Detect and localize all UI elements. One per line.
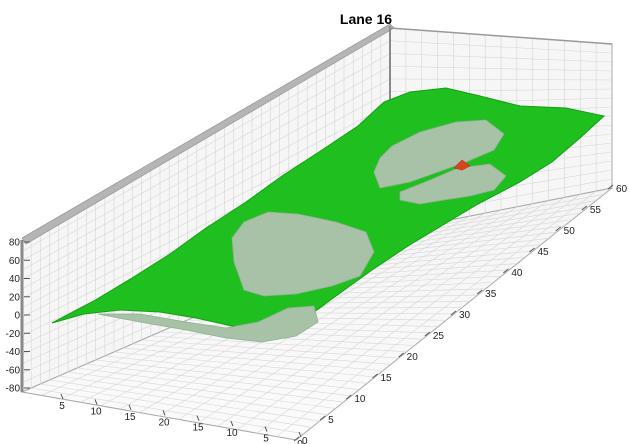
y-tick <box>398 352 404 358</box>
grid-line <box>389 40 613 54</box>
y-tick <box>581 205 588 211</box>
x-tick <box>298 431 302 438</box>
y-tick-label: 15 <box>381 373 393 384</box>
y-tick <box>607 184 614 190</box>
x-tick-label: 10 <box>90 406 102 417</box>
grid-line <box>178 206 518 420</box>
y-tick-label: 30 <box>459 310 471 321</box>
x-tick <box>196 415 200 421</box>
x-tick <box>94 399 98 405</box>
x-tick <box>264 426 268 432</box>
y-tick <box>529 247 535 253</box>
x-tick <box>128 404 132 411</box>
y-tick-label: 40 <box>511 268 523 279</box>
y-tick <box>503 268 509 274</box>
grid-line <box>158 209 502 417</box>
x-axis: 5 10 15 20 15 10 5 0 <box>59 393 303 444</box>
grid-line <box>21 91 391 290</box>
y-tick-label: 0 <box>302 436 308 444</box>
x-tick-label: 5 <box>59 401 65 412</box>
z-tick-label: 80 <box>9 238 21 249</box>
y-tick-label: 55 <box>590 205 602 216</box>
z-tick-label: -40 <box>6 347 21 358</box>
x-tick <box>230 420 234 427</box>
grid-line <box>21 53 391 262</box>
x-tick-label: 20 <box>158 417 170 428</box>
z-tick-label: -60 <box>6 365 21 376</box>
grid-line <box>256 194 581 434</box>
side-wall-top-edge <box>389 27 613 45</box>
grid-line <box>21 40 391 252</box>
x-tick <box>60 393 64 400</box>
y-tick-label: 50 <box>564 226 576 237</box>
z-axis: -80 -60 -40 -20 0 20 40 60 80 <box>6 238 30 395</box>
grid-line <box>389 65 613 72</box>
surface-hole-upper <box>373 119 505 189</box>
z-tick-label: -20 <box>6 329 21 340</box>
grid-line <box>217 200 549 427</box>
y-tick <box>555 226 561 232</box>
grid-line <box>21 65 391 271</box>
x-tick-label: 5 <box>263 434 269 444</box>
grid-line <box>21 78 391 280</box>
grid-line <box>237 197 565 430</box>
x-tick <box>162 410 166 416</box>
surface-hole-right <box>399 163 507 205</box>
surface <box>51 87 606 343</box>
y-tick-label: 20 <box>407 352 419 363</box>
y-tick-label: 45 <box>538 247 550 258</box>
y-tick <box>424 331 431 337</box>
y-tick <box>319 415 326 421</box>
x-tick-label: 10 <box>226 428 238 439</box>
surface-hole-bottom <box>97 305 319 343</box>
y-tick-label: 5 <box>328 415 334 426</box>
surface-peak <box>453 159 471 171</box>
y-tick-label: 25 <box>433 331 445 342</box>
surface-hole-left <box>231 211 375 297</box>
y-axis: 0 5 10 15 20 25 30 35 40 45 50 55 60 <box>293 184 628 444</box>
y-tick-label: 60 <box>616 184 628 195</box>
grid-line <box>21 104 391 299</box>
grid-line <box>389 78 613 81</box>
x-tick-label: 15 <box>124 412 136 423</box>
y-tick <box>293 436 300 442</box>
grid-line <box>197 203 533 424</box>
y-tick-label: 10 <box>354 394 366 405</box>
grid-line <box>389 53 613 63</box>
y-tick <box>372 373 378 379</box>
y-tick <box>346 394 352 400</box>
y-tick <box>450 310 457 316</box>
y-tick <box>476 289 483 295</box>
z-tick-label: 0 <box>14 311 20 322</box>
z-tick-label: 20 <box>9 292 21 303</box>
y-tick-label: 35 <box>485 289 497 300</box>
z-tick-label: 40 <box>9 274 21 285</box>
grid-line <box>276 190 597 437</box>
z-tick-label: -80 <box>6 384 21 395</box>
z-tick-label: 60 <box>9 256 21 267</box>
x-tick-label: 15 <box>192 423 204 434</box>
chart-title: Lane 16 <box>340 11 392 27</box>
x-tick-label: 0 <box>297 439 303 444</box>
